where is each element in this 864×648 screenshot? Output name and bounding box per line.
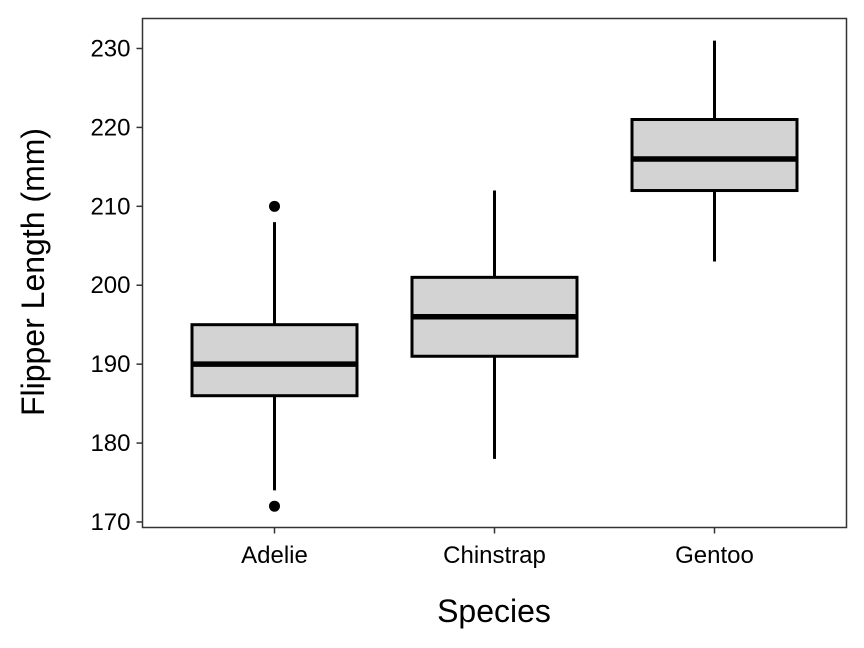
y-axis: 170 180 190 200 210 220 230 bbox=[90, 35, 143, 536]
outlier-point bbox=[269, 200, 280, 212]
x-tick-label: Chinstrap bbox=[443, 542, 546, 569]
y-tick-label: 210 bbox=[90, 193, 130, 220]
x-tick-label: Gentoo bbox=[675, 542, 754, 569]
x-axis: Adelie Chinstrap Gentoo bbox=[241, 527, 754, 569]
x-axis-title: Species bbox=[437, 593, 551, 629]
y-tick-label: 170 bbox=[90, 509, 130, 536]
y-tick-label: 180 bbox=[90, 430, 130, 457]
box-chinstrap bbox=[410, 190, 579, 459]
y-axis-title: Flipper Length (mm) bbox=[15, 128, 51, 416]
iqr-box bbox=[190, 323, 359, 398]
box-adelie bbox=[190, 200, 359, 512]
iqr-box bbox=[630, 118, 799, 193]
y-tick-label: 190 bbox=[90, 351, 130, 378]
x-tick-label: Adelie bbox=[241, 542, 308, 569]
box-series bbox=[190, 40, 799, 512]
y-tick-label: 230 bbox=[90, 35, 130, 62]
y-tick-label: 220 bbox=[90, 114, 130, 141]
y-tick-label: 200 bbox=[90, 272, 130, 299]
outlier-point bbox=[269, 500, 280, 512]
box-gentoo bbox=[630, 40, 799, 262]
